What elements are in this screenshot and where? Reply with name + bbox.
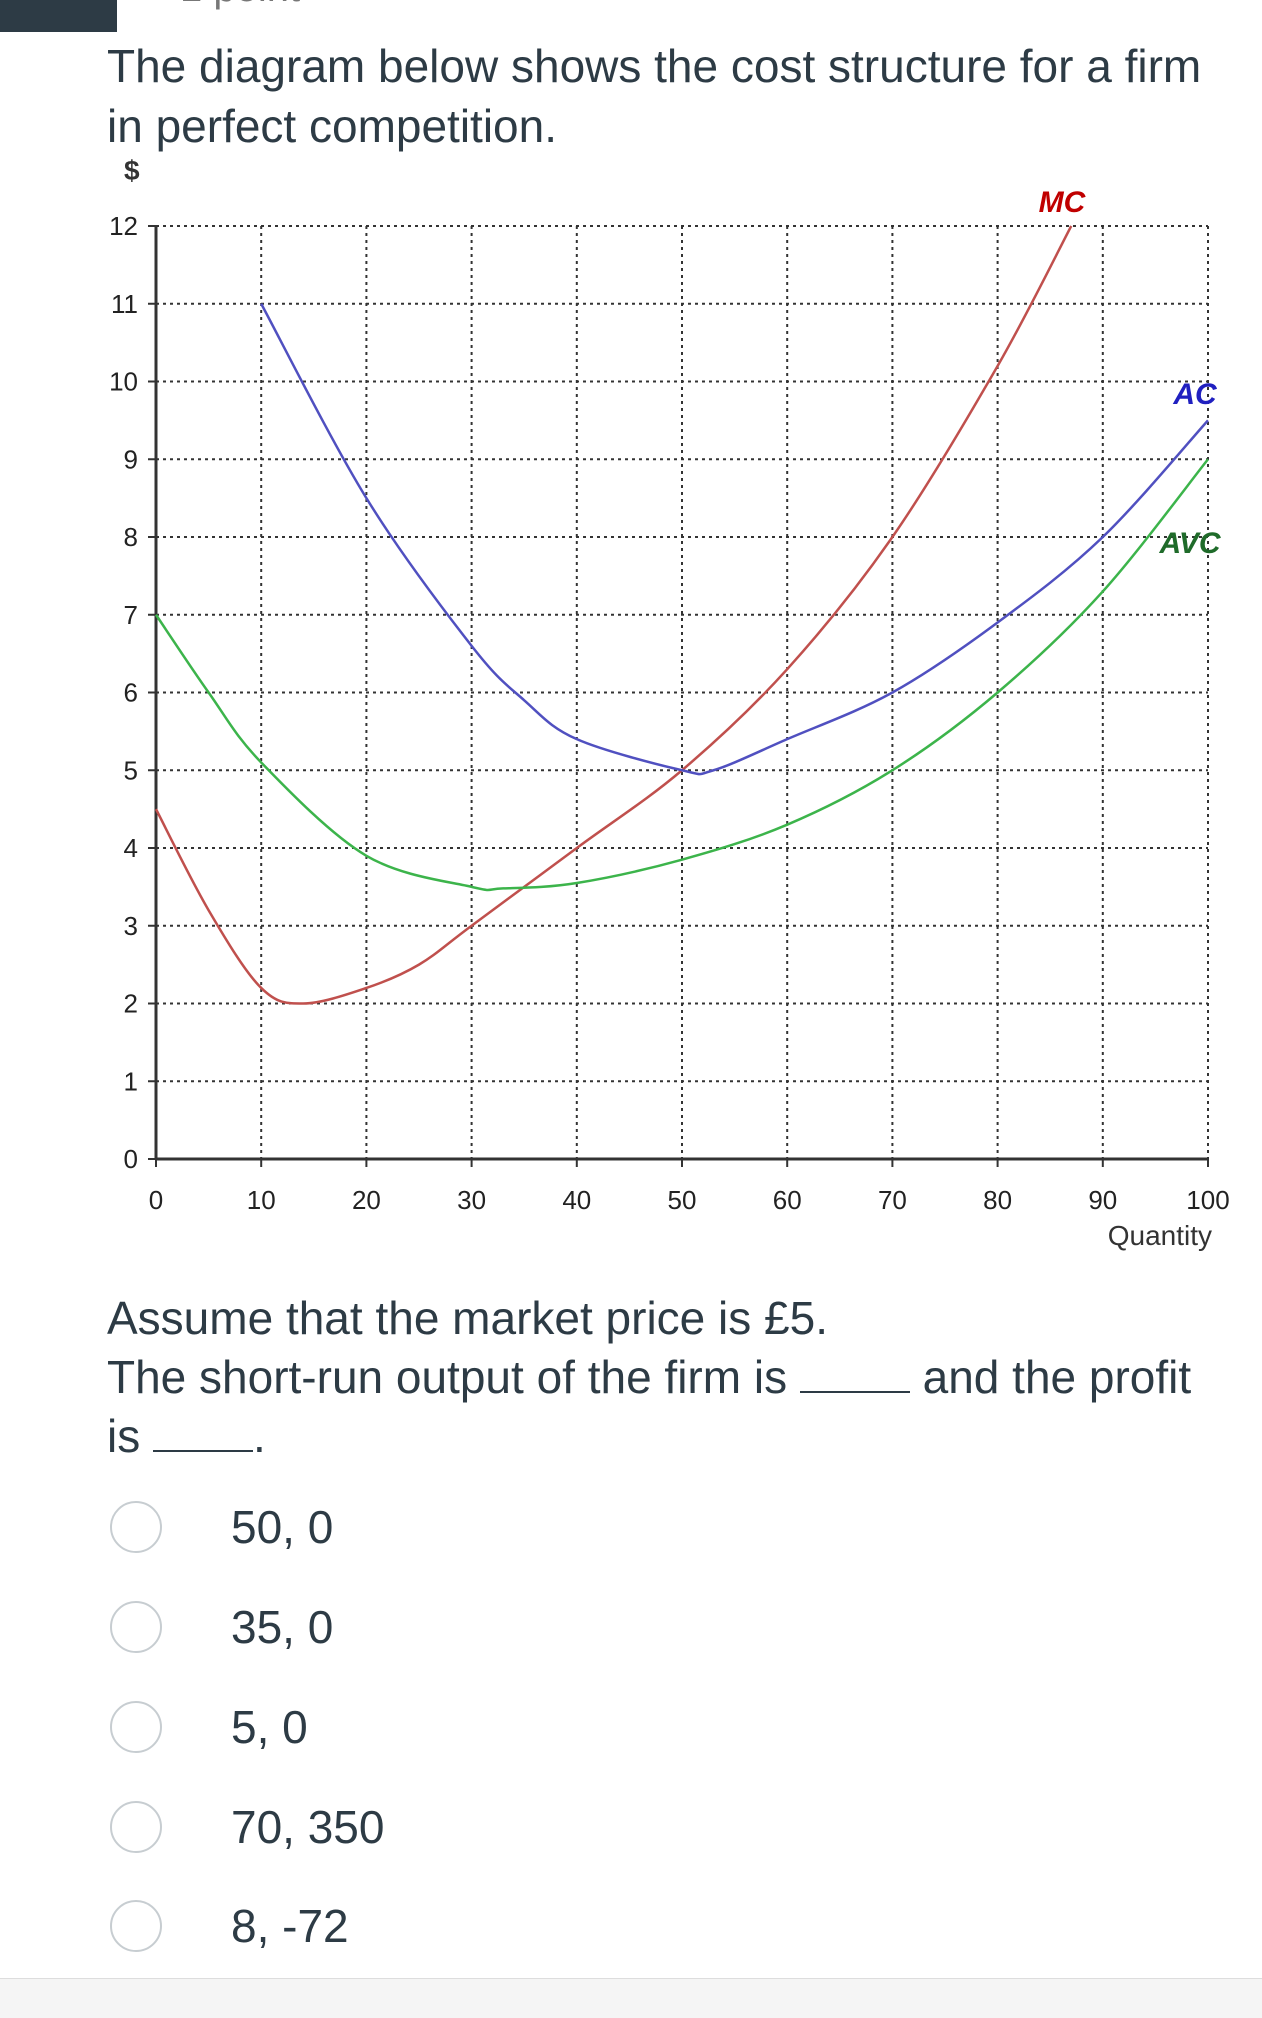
x-tick-label: 10 bbox=[247, 1185, 276, 1215]
y-tick-label: 9 bbox=[124, 444, 138, 474]
x-tick-label: 40 bbox=[562, 1185, 591, 1215]
question-number-block bbox=[0, 0, 117, 32]
radio-button[interactable] bbox=[110, 1501, 162, 1553]
question-intro-line2: in perfect competition. bbox=[107, 100, 558, 152]
y-tick-label: 2 bbox=[124, 989, 138, 1019]
y-axis-label: $ bbox=[124, 155, 140, 186]
series-line-mc bbox=[154, 225, 1073, 1005]
y-tick-label: 6 bbox=[124, 678, 138, 708]
y-tick-label: 1 bbox=[124, 1066, 138, 1096]
radio-button[interactable] bbox=[110, 1701, 162, 1753]
series-line-avc bbox=[154, 458, 1209, 892]
x-tick-label: 60 bbox=[773, 1185, 802, 1215]
series-line-ac bbox=[260, 303, 1209, 776]
answer-option[interactable]: 8, -72 bbox=[110, 1896, 349, 1956]
question-intro-line1: The diagram below shows the cost structu… bbox=[107, 40, 1202, 92]
option-label: 8, -72 bbox=[231, 1900, 349, 1952]
answer-option[interactable]: 35, 0 bbox=[110, 1597, 333, 1657]
series-label-ac: AC bbox=[1172, 378, 1218, 411]
question-prompt-line3: is . bbox=[107, 1406, 266, 1466]
y-tick-label: 10 bbox=[109, 367, 138, 397]
answer-blank bbox=[153, 1410, 254, 1452]
footer-bar bbox=[0, 1978, 1262, 2018]
x-tick-label: 30 bbox=[457, 1185, 486, 1215]
y-tick-label: 0 bbox=[124, 1144, 138, 1174]
prompt-text: . bbox=[253, 1410, 266, 1462]
x-tick-label: 0 bbox=[149, 1185, 163, 1215]
prompt-text: The short-run output of the firm is bbox=[107, 1351, 788, 1403]
y-tick-label: 7 bbox=[124, 600, 138, 630]
option-label: 35, 0 bbox=[231, 1601, 334, 1653]
question-prompt-line2: The short-run output of the firm is and … bbox=[107, 1347, 1191, 1407]
radio-button[interactable] bbox=[110, 1900, 162, 1952]
option-label: 5, 0 bbox=[231, 1701, 308, 1753]
y-tick-label: 11 bbox=[111, 289, 138, 319]
x-tick-label: 20 bbox=[352, 1185, 381, 1215]
x-tick-label: 100 bbox=[1186, 1185, 1229, 1215]
x-tick-label: 50 bbox=[668, 1185, 697, 1215]
radio-button[interactable] bbox=[110, 1801, 162, 1853]
x-tick-label: 70 bbox=[878, 1185, 907, 1215]
option-label: 70, 350 bbox=[231, 1801, 385, 1853]
answer-blank bbox=[799, 1351, 910, 1393]
answer-option[interactable]: 5, 0 bbox=[110, 1697, 308, 1757]
answer-option[interactable]: 70, 350 bbox=[110, 1797, 384, 1857]
y-tick-label: 4 bbox=[124, 833, 138, 863]
x-tick-label: 80 bbox=[983, 1185, 1012, 1215]
series-label-avc: AVC bbox=[1158, 527, 1221, 560]
radio-button[interactable] bbox=[110, 1601, 162, 1653]
option-label: 50, 0 bbox=[231, 1501, 334, 1553]
question-prompt-line1: Assume that the market price is £5. bbox=[107, 1292, 828, 1344]
y-tick-label: 12 bbox=[109, 211, 138, 241]
prompt-text: and the profit bbox=[922, 1351, 1192, 1403]
x-tick-label: 90 bbox=[1088, 1185, 1117, 1215]
y-tick-label: 5 bbox=[124, 755, 138, 785]
y-tick-label: 8 bbox=[124, 522, 138, 552]
prompt-text: is bbox=[107, 1410, 141, 1462]
x-axis-label: Quantity bbox=[1108, 1220, 1212, 1251]
y-tick-label: 3 bbox=[124, 911, 138, 941]
answer-option[interactable]: 50, 0 bbox=[110, 1497, 333, 1557]
points-label: 1 point bbox=[180, 0, 300, 11]
series-label-mc: MC bbox=[1039, 186, 1087, 219]
